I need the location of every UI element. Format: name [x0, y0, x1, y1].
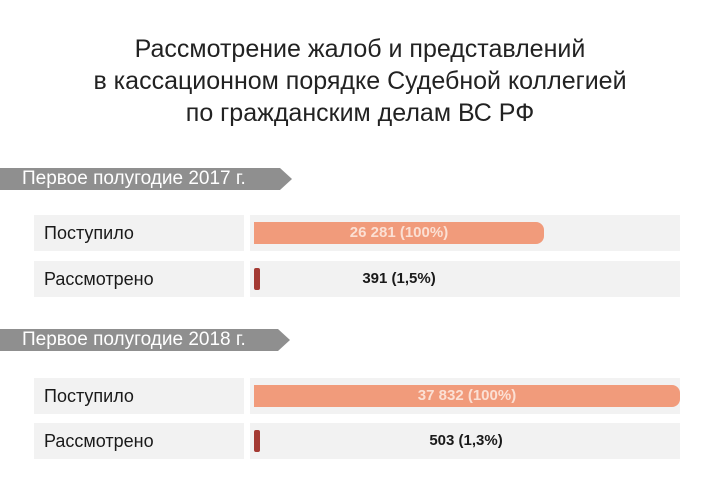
category-label-reviewed-2017: Рассмотрено — [34, 261, 244, 297]
data-label-reviewed-2017: 391 (1,5%) — [362, 270, 436, 287]
bar-reviewed-2018 — [254, 430, 260, 452]
chart-title-line-2: в кассационном порядке Судебной коллегие… — [93, 67, 627, 95]
bar-received-2017 — [254, 222, 544, 244]
data-label-received-2018: 37 832 (100%) — [417, 387, 517, 404]
category-label-received-2018: Поступило — [34, 378, 244, 414]
chart-title-line-3: по гражданским делам ВС РФ — [185, 99, 535, 127]
bar-row-received-2018: 37 832 (100%) — [250, 378, 680, 414]
data-label-received-2017: 26 281 (100%) — [349, 224, 449, 241]
category-label-received-2017: Поступило — [34, 215, 244, 251]
category-label-reviewed-2018: Рассмотрено — [34, 423, 244, 459]
chart-title: Рассмотрение жалоб и представлений в кас… — [0, 33, 720, 129]
bar-received-2018 — [254, 385, 680, 407]
bar-reviewed-2017 — [254, 268, 260, 290]
section-header-2017: Первое полугодие 2017 г. — [0, 168, 292, 190]
data-label-reviewed-2018: 503 (1,3%) — [429, 432, 503, 449]
bar-row-received-2017: 26 281 (100%) — [250, 215, 680, 251]
chart-title-line-1: Рассмотрение жалоб и представлений — [134, 35, 586, 63]
section-header-2018: Первое полугодие 2018 г. — [0, 329, 290, 351]
bar-row-reviewed-2017: 391 (1,5%) — [250, 261, 680, 297]
bar-row-reviewed-2018: 503 (1,3%) — [250, 423, 680, 459]
